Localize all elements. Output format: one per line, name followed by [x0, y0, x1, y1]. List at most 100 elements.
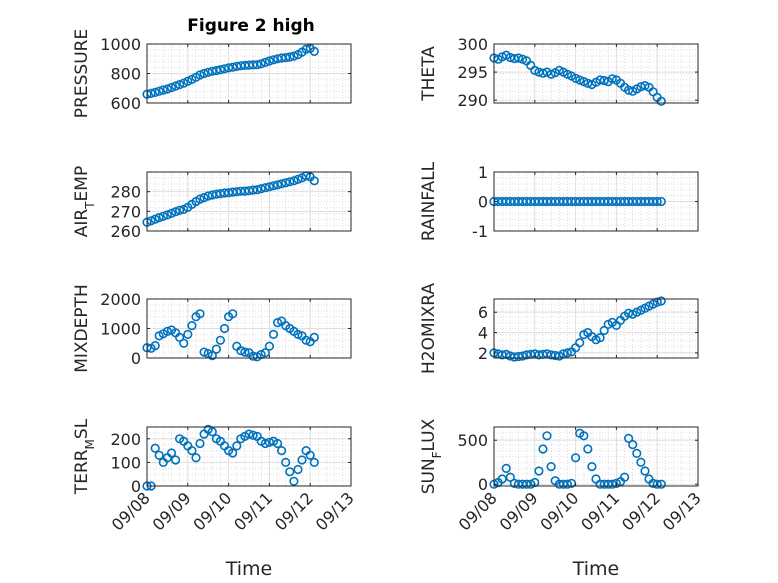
y-axis-label: H2OMIXRA [419, 283, 439, 374]
y-axis-label-subscript: F [430, 451, 444, 458]
data-point [191, 453, 201, 463]
data-point [301, 335, 311, 345]
y-tick-label: 260 [110, 222, 141, 241]
data-point [199, 347, 209, 357]
data-point [175, 79, 185, 90]
data-point [273, 318, 283, 328]
axes-box [493, 298, 699, 359]
x-tick-label: 09/12 [618, 488, 664, 534]
data-point [632, 448, 642, 459]
data-point [256, 184, 266, 194]
data-point [652, 479, 662, 489]
y-tick-label: -1 [472, 222, 488, 241]
axes-box [146, 426, 352, 487]
data-point [309, 457, 319, 468]
y-axis-label-subscript: T [83, 201, 97, 210]
y-axis-label-part: LUX [419, 418, 439, 451]
x-tick-label: 09/09 [149, 488, 195, 534]
data-point [260, 183, 270, 193]
data-point [154, 86, 164, 96]
data-point [215, 65, 225, 75]
figure-title: Figure 2 high [187, 16, 315, 36]
data-point [256, 59, 266, 69]
data-point [521, 479, 532, 489]
y-tick-label: 500 [457, 431, 488, 450]
data-point [158, 211, 168, 221]
data-point [171, 455, 181, 465]
subplot-theta: 290 295 300 THETA [419, 35, 699, 110]
y-axis-label-part: SUN [419, 458, 439, 494]
y-axis-label-part: RAINFALL [419, 161, 439, 241]
y-tick-label: 300 [457, 35, 488, 54]
data-point [285, 177, 295, 187]
subplot-pressure: 600 800 1000 PRESSURE [72, 29, 352, 118]
data-point [309, 332, 319, 343]
data-point [497, 474, 507, 484]
y-tick-label: 1000 [100, 320, 141, 339]
x-tick-label: 09/08 [455, 488, 501, 534]
data-point [195, 70, 205, 80]
data-point [293, 174, 303, 184]
data-series [142, 424, 319, 491]
data-point [195, 438, 205, 449]
data-point [285, 52, 295, 62]
data-point [273, 180, 283, 190]
data-point [219, 64, 230, 74]
y-tick-label: 600 [110, 94, 141, 113]
data-point [187, 321, 197, 331]
data-point [268, 181, 279, 191]
x-tick-label: 09/09 [496, 488, 542, 534]
data-point [652, 297, 662, 307]
data-point [154, 450, 164, 460]
data-point [260, 348, 270, 358]
data-point [219, 323, 230, 334]
y-axis-label-part: AIR [72, 209, 92, 238]
data-point [183, 329, 193, 340]
data-series [142, 43, 319, 99]
y-tick-label: 280 [110, 183, 141, 202]
data-point [162, 210, 172, 220]
data-point [575, 75, 585, 85]
x-tick-label: 09/11 [577, 488, 623, 534]
data-point [293, 464, 303, 475]
data-point [240, 347, 250, 357]
data-point [154, 213, 164, 223]
data-point [607, 74, 617, 84]
data-point [281, 52, 291, 63]
y-tick-label: 800 [110, 65, 141, 84]
y-tick-label: 0 [131, 349, 141, 368]
axes-box [146, 171, 352, 232]
data-point [195, 194, 205, 204]
data-point [264, 182, 275, 192]
y-tick-label: 4 [478, 324, 488, 343]
data-point [570, 453, 581, 463]
y-tick-label: 2 [478, 344, 488, 363]
data-point [273, 438, 283, 449]
data-point [562, 348, 573, 358]
subplot-h2omixra: 24 6 H2OMIXRA [419, 283, 699, 374]
data-point [162, 84, 172, 94]
data-point [628, 440, 638, 450]
data-point [175, 332, 185, 343]
data-point [623, 433, 634, 444]
x-axis-label: Time [572, 558, 620, 580]
data-point [215, 335, 225, 345]
data-point [309, 46, 319, 57]
data-point [289, 176, 299, 186]
data-point [309, 176, 319, 186]
data-point [505, 472, 515, 482]
axes-box [493, 426, 699, 487]
data-point [252, 185, 262, 195]
data-point [289, 476, 299, 486]
data-point [166, 82, 177, 93]
data-point [175, 205, 185, 215]
data-point [203, 191, 213, 201]
y-tick-label: 0 [131, 477, 141, 496]
y-axis-label: THETA [419, 46, 439, 102]
x-tick-label: 09/10 [189, 488, 235, 534]
subplot-rainfall: -1 0 1 RAINFALL [419, 161, 699, 241]
data-point [656, 196, 666, 207]
data-point [301, 44, 311, 54]
y-axis-label-part: H2OMIXRA [419, 283, 439, 374]
x-tick-label: 09/13 [659, 488, 705, 534]
